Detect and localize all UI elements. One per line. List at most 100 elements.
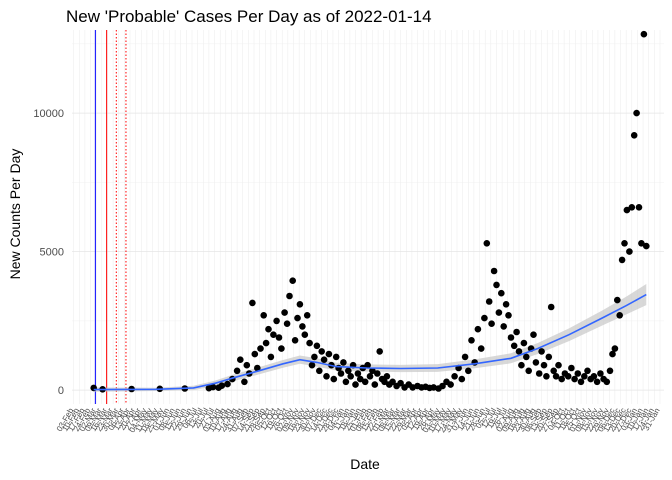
data-point [535, 370, 543, 377]
y-tick-label: 10000 [33, 108, 64, 120]
data-point [640, 30, 648, 38]
data-point [342, 378, 350, 386]
data-point [507, 334, 515, 341]
data-point [301, 331, 309, 339]
data-point [603, 378, 611, 386]
data-point [218, 382, 226, 390]
data-point [532, 359, 540, 366]
data-point [325, 350, 333, 358]
data-point [510, 342, 518, 350]
data-point [262, 339, 270, 347]
data-point [543, 373, 550, 380]
data-point [518, 361, 525, 369]
data-point [345, 367, 352, 375]
data-point [638, 240, 645, 247]
data-point [243, 361, 251, 369]
data-point [577, 378, 585, 386]
data-point [447, 381, 454, 388]
data-point [337, 370, 345, 377]
reference-lines [94, 30, 127, 404]
data-point [481, 314, 488, 322]
data-point [354, 370, 362, 377]
data-point [383, 373, 391, 380]
data-point [523, 353, 530, 361]
data-point [296, 301, 304, 308]
data-point [606, 367, 614, 375]
data-point [513, 328, 520, 336]
data-point [330, 375, 338, 383]
data-point [502, 301, 510, 308]
data-point [291, 337, 299, 344]
data-point [267, 353, 275, 361]
data-point [495, 309, 503, 316]
data-point [299, 323, 306, 330]
data-point [635, 204, 643, 211]
data-point [609, 350, 616, 358]
data-point [275, 334, 283, 341]
data-point [520, 339, 528, 347]
data-point [376, 348, 384, 355]
data-point [525, 367, 532, 375]
data-point [270, 331, 277, 339]
smooth-line [93, 293, 647, 391]
data-point [224, 380, 231, 388]
data-point [550, 367, 557, 375]
data-point [618, 256, 626, 264]
data-point [439, 382, 446, 390]
data-point [283, 320, 291, 328]
data-point [498, 289, 505, 297]
data-point [273, 317, 280, 325]
data-point [374, 370, 381, 377]
data-point [241, 378, 248, 386]
data-point [233, 367, 241, 375]
data-point [461, 353, 469, 361]
data-point [397, 379, 404, 387]
data-point [611, 345, 619, 352]
data-point [555, 361, 562, 369]
x-axis-ticks: 03-Feb10-Feb17-Feb24-Feb02-Mar09-Mar16-M… [55, 406, 662, 434]
data-point [381, 378, 388, 386]
data-point [249, 299, 256, 307]
y-axis-label: New Counts Per Day [7, 149, 23, 280]
data-point [278, 345, 285, 352]
data-point [361, 378, 369, 386]
data-point [558, 375, 565, 383]
data-point [308, 361, 316, 369]
data-point [530, 331, 537, 339]
data-point [253, 364, 261, 372]
data-point [281, 309, 288, 316]
data-point [623, 206, 631, 214]
data-point [364, 361, 371, 369]
data-point [581, 373, 588, 380]
data-point [311, 353, 318, 361]
data-point [643, 242, 650, 250]
data-point [493, 281, 500, 289]
data-point [574, 370, 582, 377]
data-point [294, 314, 301, 322]
data-point [260, 312, 268, 319]
data-point [257, 345, 264, 352]
data-point [357, 375, 364, 383]
data-point [465, 367, 472, 375]
data-point [313, 342, 321, 350]
data-point [621, 240, 628, 247]
data-point [552, 373, 560, 380]
x-axis-label: Date [350, 456, 380, 472]
data-point [306, 339, 313, 347]
data-point [251, 350, 259, 358]
smooth-line-layer [93, 293, 647, 391]
data-point [616, 312, 623, 319]
data-point [593, 378, 601, 386]
data-point [474, 325, 482, 333]
data-point [490, 267, 498, 275]
y-tick-label: 5000 [40, 247, 64, 259]
y-axis-ticks: 0 5000 10000 [33, 108, 64, 397]
data-point [289, 277, 297, 285]
data-point [366, 373, 374, 380]
data-point [209, 383, 217, 391]
data-point [614, 296, 621, 304]
data-point [540, 361, 548, 369]
data-point [451, 373, 458, 380]
